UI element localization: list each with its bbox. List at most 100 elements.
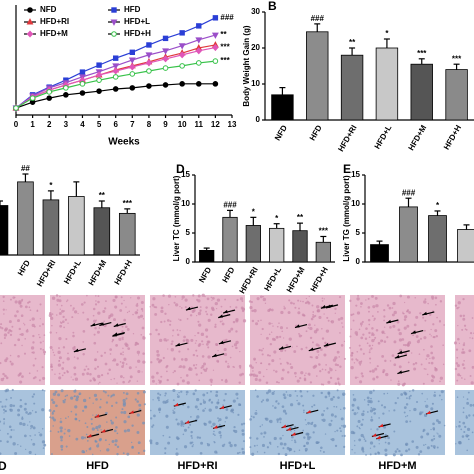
bar — [399, 206, 418, 263]
panel-letter: E — [343, 162, 351, 176]
cell — [202, 400, 207, 404]
cell — [19, 333, 22, 336]
arrowhead — [213, 425, 218, 429]
cell — [438, 434, 442, 438]
cell — [362, 436, 365, 439]
cell — [356, 359, 359, 362]
arrowhead — [286, 427, 292, 431]
cell — [172, 409, 174, 412]
cell — [75, 398, 79, 402]
cell — [179, 329, 181, 332]
arrowhead — [325, 304, 331, 308]
cell — [354, 452, 356, 454]
cell — [142, 352, 145, 355]
cell — [356, 425, 359, 428]
cell — [324, 341, 327, 344]
cell — [89, 379, 92, 382]
cell — [284, 349, 287, 352]
y-axis-title: Liver TG (mmol/g port) — [342, 175, 351, 262]
cell — [64, 395, 67, 398]
cell — [258, 348, 261, 352]
cell — [409, 390, 411, 393]
cell — [72, 307, 75, 310]
cell — [176, 395, 180, 399]
cell — [458, 424, 461, 428]
cell — [137, 441, 141, 445]
cell — [210, 425, 213, 428]
cell — [309, 381, 313, 384]
cell — [91, 453, 94, 456]
cell — [300, 371, 304, 375]
cell — [401, 338, 405, 341]
cell — [33, 402, 36, 405]
cell — [29, 309, 32, 311]
cell — [321, 297, 324, 300]
cell — [284, 412, 288, 415]
cell — [190, 430, 193, 434]
cell — [249, 436, 252, 439]
cell — [201, 293, 205, 297]
cell — [162, 434, 165, 437]
arrowhead — [173, 402, 179, 407]
cell — [42, 447, 45, 449]
x-tick-label: NFD — [273, 123, 289, 142]
cell — [120, 296, 123, 299]
cell — [469, 375, 472, 377]
cell — [262, 297, 267, 302]
cell — [220, 305, 223, 308]
cell — [352, 313, 355, 316]
cell — [356, 406, 360, 410]
cell — [436, 316, 438, 319]
cell — [83, 405, 88, 409]
cell — [260, 319, 262, 322]
cell — [192, 294, 195, 297]
cell — [213, 430, 215, 433]
cell — [3, 418, 6, 421]
cell — [384, 359, 387, 363]
cell — [60, 444, 64, 449]
cell — [59, 429, 63, 433]
cell — [94, 439, 97, 442]
cell — [165, 366, 168, 369]
cell — [104, 391, 107, 394]
significance: *** — [220, 43, 230, 52]
cell — [166, 319, 170, 322]
cell — [357, 294, 360, 297]
cell — [403, 406, 407, 410]
cell — [241, 450, 245, 455]
cell — [236, 298, 239, 302]
cell — [3, 421, 5, 423]
cell — [64, 428, 66, 430]
cell — [41, 389, 44, 392]
cell — [173, 369, 176, 373]
cell — [216, 359, 220, 363]
cell — [43, 350, 47, 354]
cell — [359, 322, 363, 326]
cell — [282, 447, 285, 450]
cell — [5, 376, 9, 380]
cell — [298, 334, 302, 338]
cell — [294, 306, 297, 309]
significance: *** — [319, 227, 329, 236]
cell — [173, 407, 176, 410]
cell — [323, 298, 325, 300]
cell — [258, 370, 262, 374]
cell — [180, 307, 183, 309]
cell — [32, 442, 36, 446]
cell — [384, 436, 387, 439]
significance: ** — [99, 191, 106, 200]
cell — [30, 439, 33, 441]
cell — [21, 417, 24, 421]
significance: ** — [220, 30, 227, 39]
cell — [32, 377, 36, 380]
cell — [128, 379, 131, 382]
cell — [199, 402, 203, 406]
cell — [206, 442, 209, 445]
cell — [283, 307, 286, 310]
cell — [82, 311, 85, 314]
cell — [232, 411, 235, 414]
cell — [215, 405, 219, 409]
cell — [272, 405, 274, 407]
marker — [145, 59, 153, 67]
cell — [340, 344, 344, 347]
